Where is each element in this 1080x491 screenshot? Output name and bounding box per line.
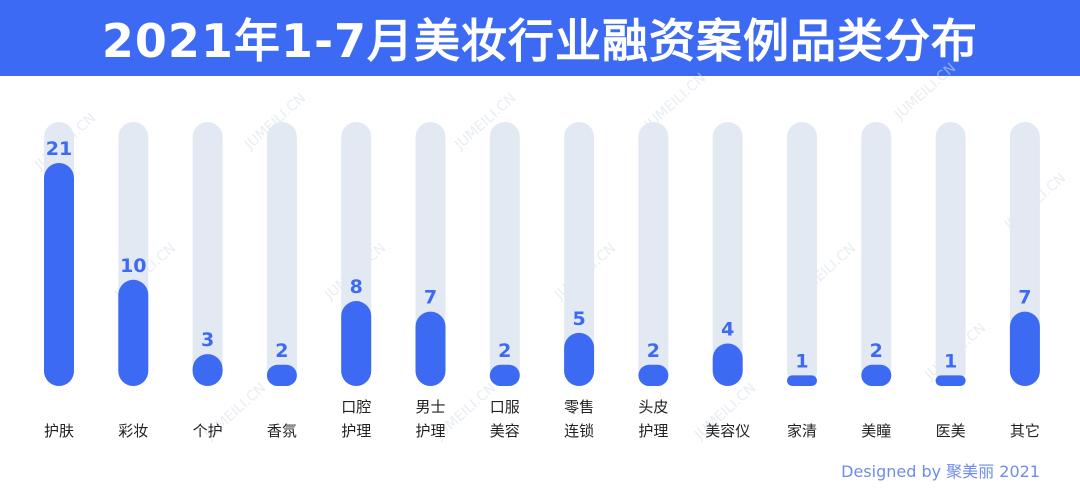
- category-label: 口腔: [341, 398, 371, 416]
- designer-credit: Designed by 聚美丽 2021: [841, 462, 1040, 481]
- title-banner: 2021年1-7月美妆行业融资案例品类分布: [0, 0, 1080, 76]
- value-label: 21: [46, 138, 72, 160]
- bar-track: [564, 122, 595, 386]
- bar: [266, 364, 297, 386]
- bar-track: [192, 122, 223, 386]
- bar-track: [861, 122, 892, 386]
- value-label: 7: [1018, 287, 1031, 309]
- value-label: 2: [870, 340, 883, 362]
- value-label: 1: [944, 350, 957, 372]
- chart-title: 2021年1-7月美妆行业融资案例品类分布: [101, 14, 979, 68]
- value-label: 5: [572, 308, 585, 330]
- category-label: 连锁: [564, 422, 594, 440]
- category-label: 其它: [1010, 422, 1040, 440]
- category-label: 家清: [787, 422, 817, 440]
- bar: [44, 163, 74, 386]
- bar-track: [935, 122, 966, 386]
- value-label: 7: [424, 287, 437, 309]
- category-label: 个护: [193, 422, 223, 440]
- value-label: 10: [120, 255, 146, 277]
- bar-track: [489, 122, 520, 386]
- bar: [1009, 311, 1040, 386]
- category-label: 彩妆: [118, 422, 148, 440]
- value-label: 1: [795, 350, 808, 372]
- category-label: 护理: [415, 422, 445, 440]
- category-label: 美容仪: [705, 422, 750, 440]
- bar-track: [266, 122, 297, 386]
- value-label: 3: [201, 329, 214, 351]
- category-label: 口服: [490, 398, 520, 416]
- bar: [489, 364, 520, 386]
- category-label: 美瞳: [861, 422, 891, 440]
- value-label: 2: [498, 340, 511, 362]
- category-label: 护肤: [44, 422, 74, 440]
- bar: [638, 364, 669, 386]
- bar: [192, 354, 223, 386]
- category-label: 香氛: [267, 422, 297, 440]
- bar: [861, 364, 892, 386]
- category-label: 男士: [415, 398, 445, 416]
- category-label: 护理: [341, 422, 371, 440]
- bar: [787, 375, 817, 386]
- value-label: 2: [275, 340, 288, 362]
- bar: [415, 311, 446, 386]
- bar: [935, 375, 966, 386]
- watermark-text: JUMEILI.CN: [891, 60, 959, 123]
- value-label: 8: [350, 276, 363, 298]
- bar-track: [787, 122, 817, 386]
- bar: [712, 343, 743, 386]
- category-label: 美容: [490, 422, 520, 440]
- bar: [341, 301, 372, 386]
- value-label: 4: [721, 319, 734, 341]
- category-label: 护理: [638, 422, 668, 440]
- bar: [118, 279, 149, 386]
- bar-track: [638, 122, 669, 386]
- category-label: 医美: [936, 422, 966, 440]
- category-label: 头皮: [638, 398, 668, 416]
- value-label: 2: [647, 340, 660, 362]
- category-label: 零售: [564, 398, 594, 416]
- bar-track: [712, 122, 743, 386]
- bar: [564, 332, 595, 386]
